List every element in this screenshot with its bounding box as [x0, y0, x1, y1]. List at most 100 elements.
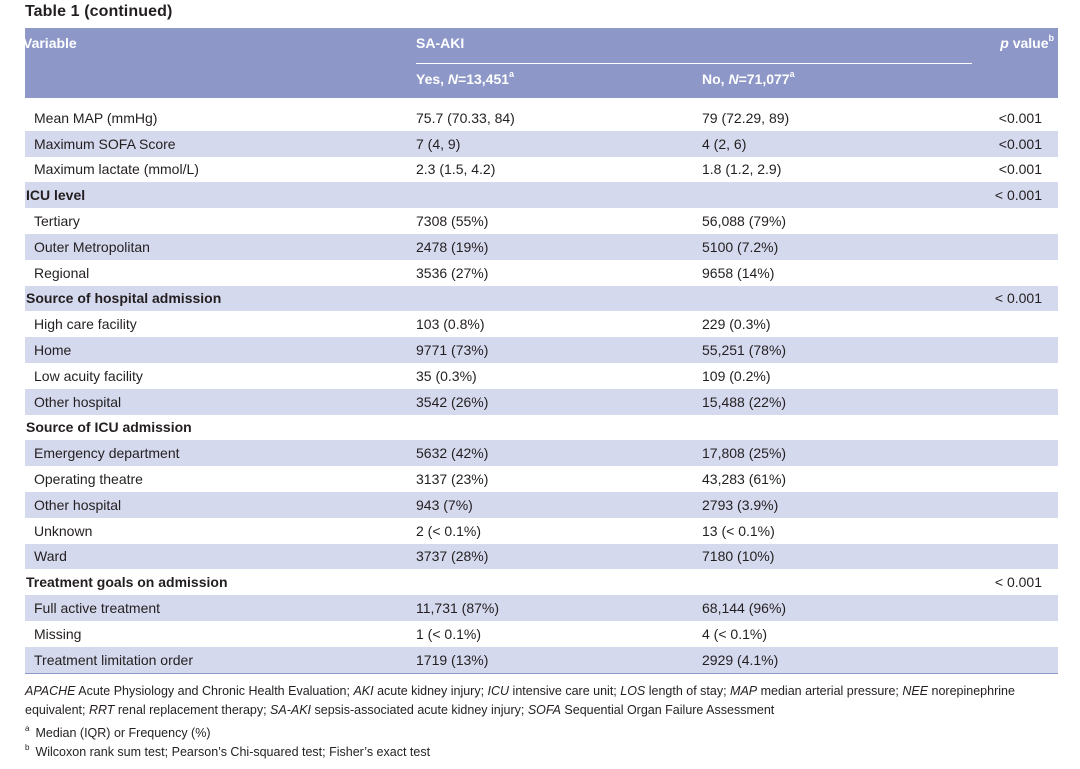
cell-variable: Treatment goals on admission — [26, 574, 228, 591]
cell-variable: Mean MAP (mmHg) — [34, 109, 158, 126]
abbrev-term: SOFA — [527, 703, 561, 717]
cell-no: 5100 (7.2%) — [702, 233, 973, 260]
header-variable: Variable — [23, 28, 416, 63]
abbrev-definition: length of stay; — [645, 684, 731, 698]
cell-variable: Other hospital — [25, 388, 416, 415]
table-row: Other hospital 3542 (26%) 15,488 (22%) — [25, 388, 1059, 415]
abbrev-term: NEE — [902, 684, 929, 698]
cell-yes — [416, 415, 702, 441]
table-body: Mean MAP (mmHg) 75.7 (70.33, 84) 79 (72.29… — [25, 98, 1059, 674]
table-row: High care facility 103 (0.8%) 229 (0.3%) — [25, 311, 1058, 337]
cell-pvalue — [972, 440, 1059, 467]
table-row: Maximum lactate (mmol/L) 2.3 (1.5, 4.2) 1.… — [25, 157, 1058, 183]
abbrev-definition: norepinephrine equivalent; — [25, 684, 1015, 717]
cell-variable: Other hospital — [25, 491, 416, 518]
table-row: Maximum SOFA Score 7 (4, 9) 4 (2, 6) <0.001 — [25, 130, 1059, 157]
abbrev-term: ICU — [487, 684, 510, 698]
cell-pvalue — [972, 518, 1058, 544]
cell-pvalue — [972, 233, 1059, 260]
cell-variable: Unknown — [34, 522, 93, 539]
cell-no: 68,144 (96%) — [702, 595, 973, 621]
cell-yes: 1719 (13%) — [416, 646, 702, 674]
cell-variable: Missing — [34, 625, 82, 642]
table-container: Variable SA-AKI p valueb Yes, N=13,451a … — [23, 28, 1059, 674]
cell-yes: 11,731 (87%) — [416, 595, 702, 621]
section-row: Treatment goals on admission < 0.001 — [25, 569, 1058, 595]
data-table: Variable SA-AKI p valueb Yes, N=13,451a … — [23, 28, 1059, 674]
cell-no: 55,251 (78%) — [702, 337, 973, 363]
header-pvalue: p valueb — [972, 28, 1059, 63]
abbrev-definition: renal replacement therapy; — [114, 703, 271, 717]
cell-no: 4 (< 0.1%) — [702, 625, 767, 642]
cell-yes: 3542 (26%) — [416, 388, 702, 415]
cell-variable: Maximum SOFA Score — [25, 130, 416, 157]
cell-pvalue — [972, 311, 1058, 337]
cell-yes: 7308 (55%) — [416, 213, 489, 230]
table-row: Outer Metropolitan 2478 (19%) 5100 (7.2%) — [25, 233, 1059, 260]
cell-no: 56,088 (79%) — [702, 213, 787, 230]
cell-no: 79 (72.29, 89) — [702, 109, 790, 126]
cell-no — [702, 569, 972, 595]
cell-no — [702, 285, 973, 312]
table-row: Treatment limitation order 1719 (13%) 2929… — [25, 646, 1059, 674]
cell-no: 9658 (14%) — [702, 264, 775, 281]
table-row: Ward 3737 (28%) 7180 (10%) — [25, 543, 1059, 570]
cell-no: 4 (2, 6) — [702, 130, 973, 157]
table-row: Regional 3536 (27%) 9658 (14%) — [25, 260, 1058, 286]
cell-no: 2929 (4.1%) — [702, 646, 973, 674]
cell-variable: ICU level — [25, 182, 416, 209]
cell-yes: 2.3 (1.5, 4.2) — [416, 161, 496, 178]
abbreviations-note: APACHE Acute Physiology and Chronic Heal… — [25, 682, 1065, 720]
cell-no: 7180 (10%) — [702, 543, 973, 570]
cell-no: 43,283 (61%) — [702, 471, 787, 488]
abbrev-definition: Acute Physiology and Chronic Health Eval… — [75, 684, 354, 698]
cell-variable: Maximum lactate (mmol/L) — [34, 161, 199, 178]
cell-pvalue — [972, 466, 1058, 492]
cell-yes: 1 (< 0.1%) — [416, 625, 481, 642]
table-row: Unknown 2 (< 0.1%) 13 (< 0.1%) — [25, 518, 1058, 544]
cell-yes — [416, 182, 702, 209]
footnotes: APACHE Acute Physiology and Chronic Heal… — [25, 682, 1065, 762]
cell-yes: 2478 (19%) — [416, 233, 702, 260]
cell-variable: High care facility — [34, 316, 137, 333]
cell-pvalue: <0.001 — [998, 161, 1043, 178]
cell-pvalue: < 0.001 — [972, 285, 1059, 312]
cell-yes — [416, 569, 702, 595]
table-row: Mean MAP (mmHg) 75.7 (70.33, 84) 79 (72.29… — [25, 105, 1058, 131]
cell-variable: Source of hospital admission — [25, 285, 416, 312]
cell-variable: Tertiary — [34, 213, 80, 230]
cell-pvalue — [972, 208, 1058, 234]
cell-variable: Regional — [34, 264, 90, 281]
cell-pvalue — [972, 595, 1059, 621]
cell-no: 15,488 (22%) — [702, 388, 973, 415]
cell-pvalue: <0.001 — [998, 109, 1043, 126]
abbrev-term: RRT — [88, 703, 115, 717]
table-row: Full active treatment 11,731 (87%) 68,144 … — [25, 595, 1059, 621]
abbrev-definition: Sequential Organ Failure Assessment — [560, 703, 775, 717]
cell-yes: 3737 (28%) — [416, 543, 702, 570]
cell-no — [702, 182, 973, 209]
cell-yes: 7 (4, 9) — [416, 130, 702, 157]
abbrev-definition: sepsis-associated acute kidney injury; — [311, 703, 528, 717]
cell-no: 109 (0.2%) — [702, 367, 771, 384]
cell-no — [702, 415, 972, 441]
cell-pvalue — [972, 260, 1058, 286]
footnote-b: b Wilcoxon rank sum test; Pearson’s Chi-s… — [25, 742, 431, 759]
abbrev-term: MAP — [730, 684, 758, 698]
section-row: ICU level < 0.001 — [25, 182, 1059, 209]
abbrev-definition: median arterial pressure; — [757, 684, 903, 698]
table-row: Missing 1 (< 0.1%) 4 (< 0.1%) — [25, 621, 1058, 647]
cell-yes: 5632 (42%) — [416, 440, 702, 467]
table-row: Operating theatre 3137 (23%) 43,283 (61%) — [25, 466, 1058, 492]
abbrev-term: APACHE — [25, 684, 76, 698]
cell-yes: 3137 (23%) — [416, 471, 489, 488]
cell-pvalue — [972, 543, 1059, 570]
table-row: Other hospital 943 (7%) 2793 (3.9%) — [25, 491, 1059, 518]
section-row: Source of hospital admission < 0.001 — [25, 285, 1059, 312]
header-row-1: Variable SA-AKI p valueb — [23, 28, 1059, 63]
cell-no: 13 (< 0.1%) — [702, 522, 775, 539]
cell-variable: Emergency department — [25, 440, 416, 467]
header-row-2: Yes, N=13,451a No, N=71,077a — [25, 63, 1059, 98]
cell-yes: 103 (0.8%) — [416, 316, 485, 333]
cell-variable: Home — [25, 337, 416, 363]
